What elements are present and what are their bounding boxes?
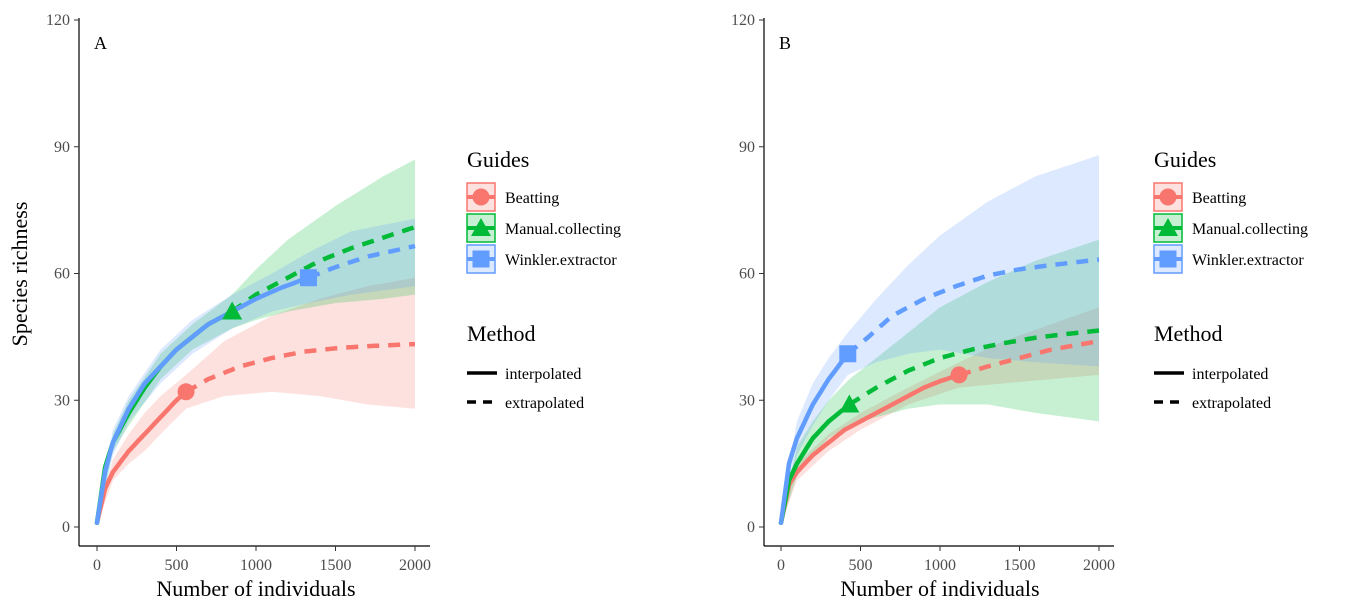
legend-method-label: interpolated xyxy=(1192,366,1268,383)
y-tick-label: 60 xyxy=(739,266,755,283)
legend-method-keys: interpolated extrapolated xyxy=(467,366,584,412)
curve-interpolated-beatting xyxy=(94,389,189,526)
legend-guide-keys: Beatting Manual.collecting Winkler.extract… xyxy=(466,182,621,274)
legend-item-manual-collecting: Manual.collecting xyxy=(1153,213,1308,243)
panel-b-markers xyxy=(839,345,968,413)
legend-label: Beatting xyxy=(1192,190,1246,207)
curve-extrapolated-beatting xyxy=(958,338,1100,378)
legend-label: Manual.collecting xyxy=(505,221,621,238)
panel-b-legend: Guides Beatting Manual.collecting Winkler.… xyxy=(1153,147,1308,412)
legend-item-manual-collecting: Manual.collecting xyxy=(466,213,621,243)
legend-method-extrapolated: extrapolated xyxy=(1154,395,1271,412)
legend-key-marker-winkler-extractor xyxy=(472,250,490,268)
panel-a-ci-bands xyxy=(97,159,415,525)
panel-b-curves xyxy=(778,257,1100,526)
legend-method-title: Method xyxy=(1154,321,1222,346)
ci-band-beatting xyxy=(97,277,415,525)
legend-item-winkler-extractor: Winkler.extractor xyxy=(466,244,617,274)
panel-b-axes: 0 30 60 90 120 0 500 1000 1500 2000 xyxy=(731,12,1115,574)
observed-point-winkler-extractor xyxy=(299,269,317,287)
panel-a-y-axis-title: Species richness xyxy=(7,202,32,347)
y-tick-label: 90 xyxy=(739,139,755,156)
panel-b-x-axis-title: Number of individuals xyxy=(840,576,1039,601)
x-tick-label: 1500 xyxy=(320,557,352,574)
panel-a-legend: Guides Beatting Manual.collecting Winkler.… xyxy=(466,147,621,412)
y-tick-label: 30 xyxy=(54,392,70,409)
x-tick-label: 1500 xyxy=(1004,557,1036,574)
legend-method-title: Method xyxy=(467,321,535,346)
legend-method-interpolated: interpolated xyxy=(467,366,581,383)
panel-b: 0 30 60 90 120 0 500 1000 1500 2000 B Number of i… xyxy=(731,12,1115,601)
x-tick-label: 500 xyxy=(849,557,873,574)
panel-a: 0 30 60 90 120 0 500 1000 1500 2000 A Number of i… xyxy=(7,12,431,601)
y-tick-label: 60 xyxy=(54,266,70,283)
y-tick-label: 0 xyxy=(747,519,755,536)
legend-label: Manual.collecting xyxy=(1192,221,1308,238)
curve-interpolated-beatting xyxy=(778,372,962,526)
panel-b-ci-bands xyxy=(781,155,1099,525)
ci-band-beatting xyxy=(781,307,1099,525)
legend-key-marker-beatting xyxy=(472,188,490,206)
x-tick-label: 0 xyxy=(777,557,785,574)
x-tick-label: 2000 xyxy=(1083,557,1115,574)
legend-method-extrapolated: extrapolated xyxy=(467,395,584,412)
legend-key-marker-winkler-extractor xyxy=(1159,250,1177,268)
ci-band-winkler-extractor xyxy=(781,155,1099,525)
x-tick-label: 500 xyxy=(165,557,189,574)
legend-item-winkler-extractor: Winkler.extractor xyxy=(1153,244,1304,274)
legend-method-keys: interpolated extrapolated xyxy=(1154,366,1271,412)
legend-method-label: interpolated xyxy=(505,366,581,383)
observed-point-beatting xyxy=(950,366,968,384)
observed-point-manual-collecting xyxy=(839,394,860,413)
y-tick-label: 0 xyxy=(62,519,70,536)
legend-method-interpolated: interpolated xyxy=(1154,366,1268,383)
legend-method-label: extrapolated xyxy=(505,395,584,412)
legend-guide-keys: Beatting Manual.collecting Winkler.extract… xyxy=(1153,182,1308,274)
panel-a-tag: A xyxy=(94,33,107,53)
curve-extrapolated-winkler-extractor xyxy=(846,257,1100,356)
observed-point-beatting xyxy=(177,383,195,401)
observed-point-manual-collecting xyxy=(222,301,243,320)
legend-guides-title: Guides xyxy=(467,147,529,172)
legend-method-label: extrapolated xyxy=(1192,395,1271,412)
legend-label: Winkler.extractor xyxy=(505,252,617,269)
y-tick-label: 30 xyxy=(739,392,755,409)
panel-a-x-axis-title: Number of individuals xyxy=(156,576,355,601)
legend-key-marker-beatting xyxy=(1159,188,1177,206)
panel-a-markers xyxy=(177,269,317,401)
y-tick-label: 120 xyxy=(731,12,755,29)
legend-item-beatting: Beatting xyxy=(466,182,559,212)
y-tick-label: 90 xyxy=(54,139,70,156)
x-tick-label: 2000 xyxy=(399,557,431,574)
panel-b-tag: B xyxy=(779,33,791,53)
curve-interpolated-winkler-extractor xyxy=(778,351,851,526)
x-tick-label: 1000 xyxy=(924,557,956,574)
curve-interpolated-manual-collecting xyxy=(778,402,852,526)
curve-extrapolated-beatting xyxy=(184,341,415,394)
y-tick-label: 120 xyxy=(46,12,70,29)
curve-extrapolated-manual-collecting xyxy=(230,224,416,314)
ci-band-manual-collecting xyxy=(97,159,415,525)
x-tick-label: 0 xyxy=(93,557,101,574)
curve-interpolated-winkler-extractor xyxy=(94,275,311,526)
legend-label: Beatting xyxy=(505,190,559,207)
legend-guides-title: Guides xyxy=(1154,147,1216,172)
curve-extrapolated-winkler-extractor xyxy=(307,243,416,280)
curve-extrapolated-manual-collecting xyxy=(848,328,1100,407)
observed-point-winkler-extractor xyxy=(839,345,857,363)
legend-item-beatting: Beatting xyxy=(1153,182,1246,212)
panel-a-axes: 0 30 60 90 120 0 500 1000 1500 2000 xyxy=(46,12,431,574)
ci-band-winkler-extractor xyxy=(97,218,415,525)
legend-key-marker-manual-collecting xyxy=(1158,218,1178,236)
panel-a-curves xyxy=(94,224,416,526)
legend-label: Winkler.extractor xyxy=(1192,252,1304,269)
legend-key-marker-manual-collecting xyxy=(471,218,491,236)
x-tick-label: 1000 xyxy=(240,557,272,574)
